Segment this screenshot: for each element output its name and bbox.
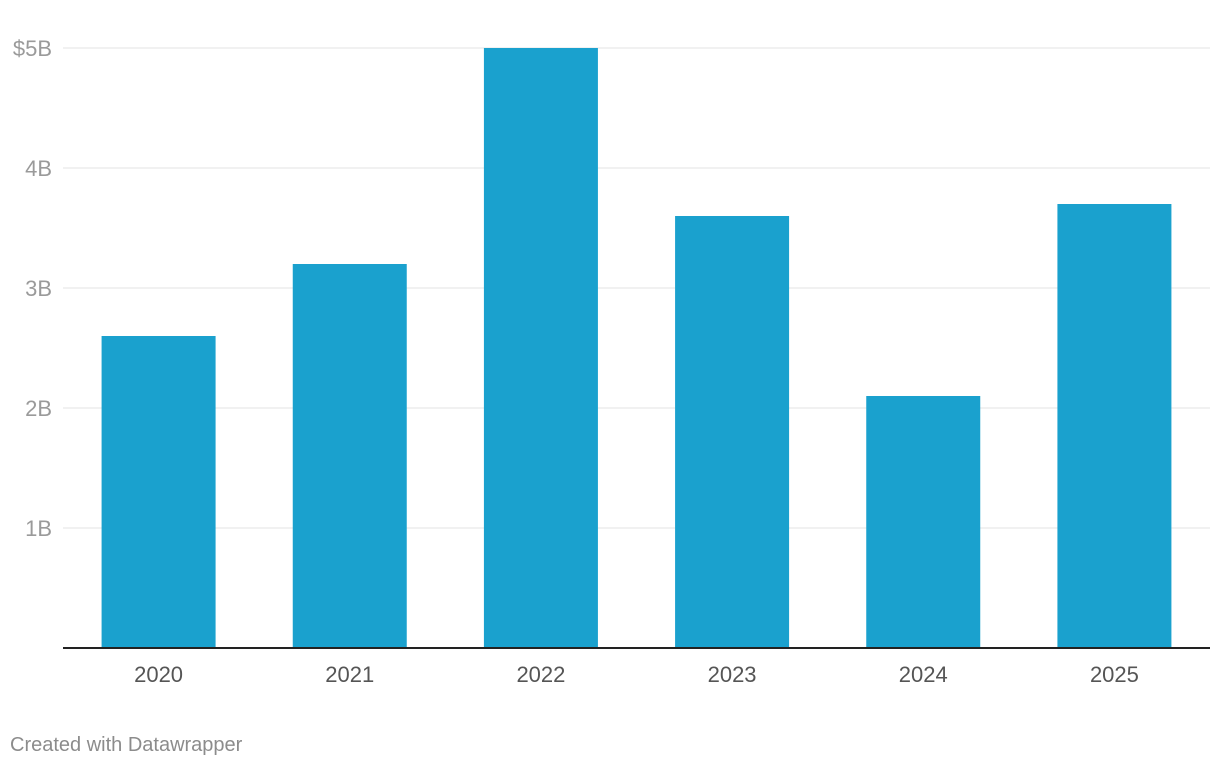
x-tick-label: 2021 <box>325 662 374 687</box>
bar-2023 <box>675 216 790 648</box>
x-tick-label: 2023 <box>708 662 757 687</box>
bar-2025 <box>1057 204 1172 648</box>
y-tick-label: 2B <box>25 396 52 421</box>
x-tick-label: 2024 <box>899 662 948 687</box>
x-axis-ticks: 2020 2021 2022 2023 2024 2025 <box>134 662 1139 687</box>
y-tick-label: 4B <box>25 156 52 181</box>
bar-2020 <box>101 336 216 648</box>
y-axis-ticks: 1B 2B 3B 4B $5B <box>13 36 52 541</box>
bar-2024 <box>866 396 981 648</box>
bar-2022 <box>483 48 598 648</box>
x-tick-label: 2022 <box>516 662 565 687</box>
y-tick-label: $5B <box>13 36 52 61</box>
datawrapper-credit: Created with Datawrapper <box>10 734 243 756</box>
bar-chart: 1B 2B 3B 4B $5B 2020 2021 2022 2023 2024 2025 <box>13 36 1210 687</box>
bars <box>101 48 1172 648</box>
y-tick-label: 3B <box>25 276 52 301</box>
y-tick-label: 1B <box>25 516 52 541</box>
x-tick-label: 2025 <box>1090 662 1139 687</box>
x-tick-label: 2020 <box>134 662 183 687</box>
bar-2021 <box>292 264 407 648</box>
gridlines <box>63 47 1210 529</box>
